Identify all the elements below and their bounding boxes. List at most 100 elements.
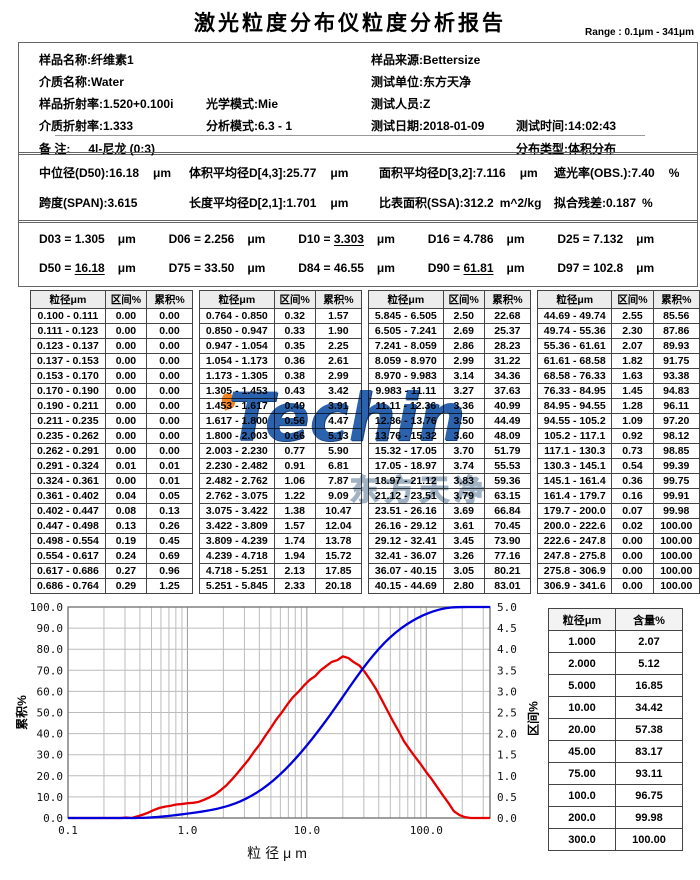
cumulative-pct-cell: 7.87 xyxy=(314,473,363,489)
d-value-d03: D03 = 1.305 μm xyxy=(39,232,136,246)
column-header: 含量% xyxy=(615,608,683,631)
left-axis-tick-label: 50.0 xyxy=(37,707,64,720)
interval-pct-cell: 0.00 xyxy=(104,398,148,414)
size-cell: 75.00 xyxy=(548,762,616,785)
table-row: 0.111 - 0.123 0.00 0.00 xyxy=(30,323,193,339)
interval-pct-cell: 0.36 xyxy=(273,353,316,369)
cumulative-pct-cell: 98.12 xyxy=(652,428,700,444)
table-row: 8.059 - 8.970 2.99 31.22 xyxy=(368,353,532,369)
bin-range-cell: 0.111 - 0.123 xyxy=(30,323,106,339)
d-value-d97: D97 = 102.8 μm xyxy=(557,261,655,275)
cumulative-pct-cell: 15.72 xyxy=(314,548,363,564)
interval-pct-cell: 2.80 xyxy=(442,578,485,594)
table-row: 2.230 - 2.482 0.91 6.81 xyxy=(199,458,363,474)
right-axis-tick-label: 0.0 xyxy=(497,812,517,825)
cumulative-pct-cell: 0.00 xyxy=(146,323,193,339)
cumulative-pct-cell: 22.68 xyxy=(483,308,532,324)
right-axis-tick-label: 5.0 xyxy=(497,601,517,614)
content-pct-cell: 83.17 xyxy=(615,740,683,763)
bin-range-cell: 13.76 - 15.32 xyxy=(368,428,444,444)
bin-range-cell: 0.137 - 0.153 xyxy=(30,353,106,369)
cumulative-pct-cell: 20.18 xyxy=(314,578,363,594)
field-optical-model: 光学模式:Mie xyxy=(206,95,278,112)
stat-length-mean-d21: 长度平均径D[2,1]:1.701 μm xyxy=(189,194,348,211)
table-row: 61.61 - 68.58 1.82 91.75 xyxy=(536,353,700,369)
bin-range-cell: 15.32 - 17.05 xyxy=(368,443,444,459)
stat-label: 体积平均径D[4,3]: xyxy=(189,166,287,180)
distribution-table-group-3: 粒径μm 区间% 累积% 5.845 - 6.505 2.50 22.68 6.505 - … xyxy=(368,290,532,594)
cumulative-pct-cell: 13.78 xyxy=(314,533,363,549)
table-row: 0.617 - 0.686 0.27 0.96 xyxy=(30,563,193,579)
size-cell: 200.0 xyxy=(548,806,616,829)
bin-range-cell: 0.617 - 0.686 xyxy=(30,563,106,579)
field-value: Mie xyxy=(258,97,279,111)
left-axis-tick-label: 20.0 xyxy=(37,770,64,783)
table-row: 0.850 - 0.947 0.33 1.90 xyxy=(199,323,363,339)
cumulative-pct-cell: 3.42 xyxy=(314,383,363,399)
table-row: 3.075 - 3.422 1.38 10.47 xyxy=(199,503,363,519)
right-axis-label: 区间% xyxy=(526,701,541,736)
table-row: 32.41 - 36.07 3.26 77.16 xyxy=(368,548,532,564)
stat-fit-residual: 拟合残差:0.187% xyxy=(554,194,653,211)
bin-range-cell: 0.850 - 0.947 xyxy=(199,323,275,339)
field-value: 2018-01-09 xyxy=(423,119,485,133)
bin-range-cell: 247.8 - 275.8 xyxy=(536,548,613,564)
left-axis-tick-label: 40.0 xyxy=(37,728,64,741)
bin-range-cell: 21.12 - 23.51 xyxy=(368,488,444,504)
content-pct-cell: 99.98 xyxy=(615,806,683,829)
table-header-row: 粒径μm 区间% 累积% xyxy=(368,290,532,309)
bin-range-cell: 1.054 - 1.173 xyxy=(199,353,275,369)
table-row: 0.211 - 0.235 0.00 0.00 xyxy=(30,413,193,429)
stat-ssa: 比表面积(SSA):312.2 m^2/kg xyxy=(379,194,541,211)
column-header: 累积% xyxy=(652,290,700,309)
cumulative-pct-cell: 55.53 xyxy=(483,458,532,474)
bin-range-cell: 40.15 - 44.69 xyxy=(368,578,444,594)
content-pct-cell: 5.12 xyxy=(615,652,683,675)
cumulative-pct-cell: 99.39 xyxy=(652,458,700,474)
right-axis-tick-label: 1.5 xyxy=(497,749,517,762)
cumulative-pct-cell: 70.45 xyxy=(483,518,532,534)
interval-pct-cell: 3.61 xyxy=(442,518,485,534)
column-header: 粒径μm xyxy=(548,608,616,631)
bin-range-cell: 222.6 - 247.8 xyxy=(536,533,613,549)
table-row: 306.9 - 341.6 0.00 100.00 xyxy=(536,578,700,594)
interval-pct-cell: 0.00 xyxy=(104,323,148,339)
cumulative-pct-cell: 12.04 xyxy=(314,518,363,534)
table-row: 145.1 - 161.4 0.36 99.75 xyxy=(536,473,700,489)
interval-pct-cell: 0.16 xyxy=(611,488,654,504)
distribution-table-group-1: 粒径μm 区间% 累积% 0.100 - 0.111 0.00 0.00 0.111 - 0… xyxy=(30,290,193,594)
interval-pct-cell: 1.38 xyxy=(273,503,316,519)
right-axis-tick-label: 3.0 xyxy=(497,685,517,698)
left-axis-tick-label: 10.0 xyxy=(37,791,64,804)
bin-range-cell: 0.123 - 0.137 xyxy=(30,338,106,354)
table-row: 15.32 - 17.05 3.70 51.79 xyxy=(368,443,532,459)
bin-range-cell: 200.0 - 222.6 xyxy=(536,518,613,534)
table-header-row: 粒径μm 区间% 累积% xyxy=(199,290,363,309)
column-header: 粒径μm xyxy=(199,290,275,309)
cumulative-pct-cell: 48.09 xyxy=(483,428,532,444)
cumulative-pct-cell: 9.09 xyxy=(314,488,363,504)
cumulative-pct-cell: 3.91 xyxy=(314,398,363,414)
bin-range-cell: 179.7 - 200.0 xyxy=(536,503,613,519)
interval-pct-cell: 0.66 xyxy=(273,428,316,444)
interval-pct-cell: 1.63 xyxy=(611,368,654,384)
bin-range-cell: 0.686 - 0.764 xyxy=(30,578,106,594)
table-row: 1.453 - 1.617 0.49 3.91 xyxy=(199,398,363,414)
left-axis-label: 累积% xyxy=(14,695,29,730)
interval-pct-cell: 2.50 xyxy=(442,308,485,324)
table-row: 0.137 - 0.153 0.00 0.00 xyxy=(30,353,193,369)
right-axis-tick-label: 2.0 xyxy=(497,728,517,741)
bin-range-cell: 117.1 - 130.3 xyxy=(536,443,613,459)
bin-range-cell: 17.05 - 18.97 xyxy=(368,458,444,474)
cumulative-pct-cell: 100.00 xyxy=(652,533,700,549)
bin-range-cell: 9.983 - 11.11 xyxy=(368,383,444,399)
stat-label: 长度平均径D[2,1]: xyxy=(189,196,287,210)
interval-pct-cell: 0.00 xyxy=(104,443,148,459)
cumulative-pct-cell: 1.90 xyxy=(314,323,363,339)
field-label: 样品折射率: xyxy=(39,97,103,111)
interval-pct-cell: 3.60 xyxy=(442,428,485,444)
cumulative-pct-cell: 0.00 xyxy=(146,398,193,414)
table-row: 17.05 - 18.97 3.74 55.53 xyxy=(368,458,532,474)
bin-range-cell: 275.8 - 306.9 xyxy=(536,563,613,579)
